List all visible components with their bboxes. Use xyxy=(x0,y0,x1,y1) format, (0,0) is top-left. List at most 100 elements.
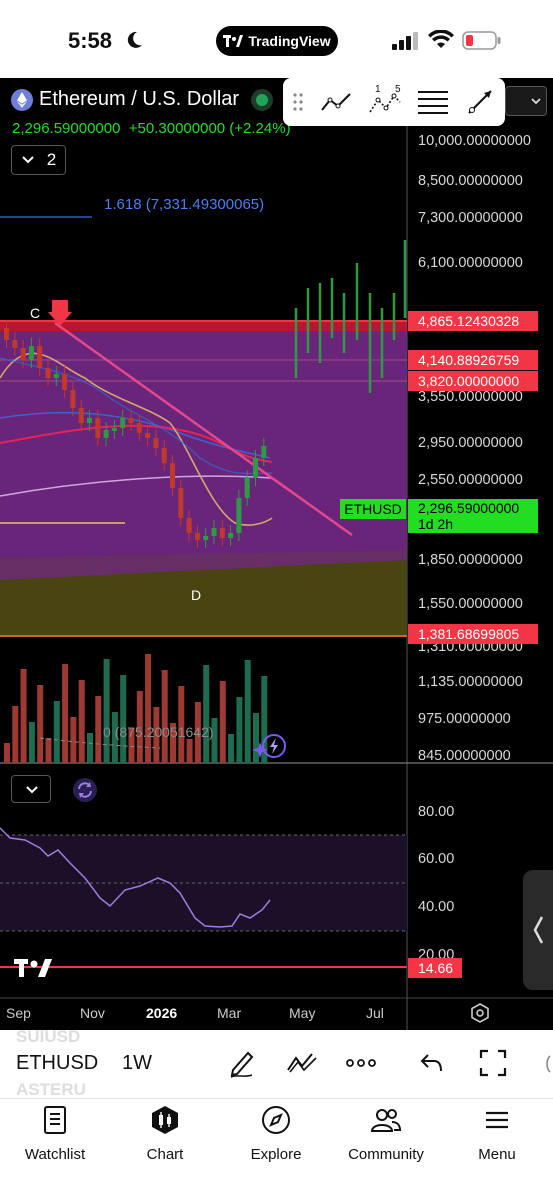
indicators-icon[interactable] xyxy=(286,1050,318,1076)
chart-area[interactable]: Ethereum / U.S. Dollar 2,296.59000000 +5… xyxy=(0,78,553,1030)
tab-label: Explore xyxy=(250,1146,302,1163)
price-axis-label: 845.00000000 xyxy=(418,748,511,764)
projection-bars xyxy=(294,240,407,393)
candle-body xyxy=(53,374,59,378)
volume-bar xyxy=(203,665,210,763)
wifi-icon xyxy=(428,30,454,48)
volume-bar xyxy=(153,707,160,763)
sync-icon[interactable] xyxy=(72,777,98,803)
pencil-icon[interactable] xyxy=(228,1048,256,1078)
time-axis-label: Nov xyxy=(80,1005,105,1021)
side-panel-handle[interactable] xyxy=(523,870,553,990)
candle-body xyxy=(186,518,192,533)
candle-body xyxy=(103,430,109,438)
partial-icon[interactable] xyxy=(540,1054,553,1074)
tradingview-logo-icon xyxy=(223,35,244,47)
candle-body xyxy=(28,346,34,360)
fullscreen-icon[interactable] xyxy=(479,1049,507,1077)
candle-body xyxy=(20,348,26,360)
tab-chart[interactable]: Chart xyxy=(110,1105,220,1163)
volume-bar xyxy=(87,733,93,763)
candle-body xyxy=(78,408,84,423)
price-axis-label: 2,550.00000000 xyxy=(418,472,523,488)
price-axis-label: 1,135.00000000 xyxy=(418,674,523,690)
tab-watchlist[interactable]: Watchlist xyxy=(0,1105,110,1163)
candle-body xyxy=(194,533,200,540)
oscillator-collapse-button[interactable] xyxy=(11,775,51,803)
candle-body xyxy=(228,533,234,538)
drag-handle-icon[interactable] xyxy=(293,92,303,112)
tab-bar: Watchlist Chart Explore Community Menu xyxy=(0,1098,553,1201)
tab-menu[interactable]: Menu xyxy=(442,1105,552,1163)
indicator-collapse-button[interactable]: 2 xyxy=(11,145,66,175)
candle-body xyxy=(37,346,43,368)
volume-bar xyxy=(170,723,176,763)
candlestick-series xyxy=(4,320,267,548)
tab-community[interactable]: Community xyxy=(331,1105,441,1163)
volume-bar xyxy=(261,676,268,763)
candle-body xyxy=(161,448,167,463)
settings-hexagon-icon[interactable] xyxy=(470,1003,490,1023)
candle-body xyxy=(253,458,258,478)
menu-icon xyxy=(486,1111,508,1129)
volume-bar xyxy=(211,718,218,763)
volume-bar xyxy=(20,669,27,763)
time-axis-label: Sep xyxy=(6,1005,31,1021)
volume-bar xyxy=(78,680,85,763)
price-tag-level1[interactable]: 4,865.12430328 xyxy=(408,311,538,331)
price-change-line: 2,296.59000000 +50.30000000 (+2.24%) xyxy=(12,120,291,137)
tab-label: Community xyxy=(348,1146,424,1163)
tab-label: Watchlist xyxy=(24,1146,86,1163)
collapse-count: 2 xyxy=(46,150,57,169)
volume-bar xyxy=(178,686,185,763)
volume-bar xyxy=(136,691,143,763)
symbol-selector[interactable]: ETHUSD xyxy=(16,1052,99,1074)
candle-body xyxy=(244,478,250,498)
undo-icon[interactable] xyxy=(420,1052,444,1074)
symbol-header[interactable]: Ethereum / U.S. Dollar xyxy=(11,88,239,111)
status-bar: 5:58 TradingView xyxy=(0,0,553,78)
candle-body xyxy=(120,418,126,428)
volume-bar xyxy=(236,697,243,763)
candle-body xyxy=(170,463,175,488)
tab-label: Chart xyxy=(146,1146,184,1163)
trend-line-tool-icon[interactable] xyxy=(320,88,354,116)
chart-canvas[interactable] xyxy=(0,78,553,1030)
wave-label-d: D xyxy=(191,587,202,603)
chevron-left-icon xyxy=(533,916,544,944)
chart-bottom-toolbar: SUIUSD ETHUSD ASTERU 1W xyxy=(0,1027,553,1099)
tradingview-logo-icon[interactable] xyxy=(14,958,54,978)
time-axis-label: Jul xyxy=(366,1005,384,1021)
symbol-price-tag: ETHUSD xyxy=(340,499,406,519)
tab-explore[interactable]: Explore xyxy=(221,1105,331,1163)
oscillator-axis-label: 80.00 xyxy=(418,804,455,820)
ray-tool-icon[interactable] xyxy=(464,86,496,118)
candle-body xyxy=(12,340,18,348)
volume-bar xyxy=(120,675,127,763)
current-price-tag[interactable]: 2,296.59000000 1d 2h xyxy=(408,499,538,533)
candle-body xyxy=(153,438,159,448)
interval-selector[interactable]: 1W xyxy=(122,1052,152,1074)
clock: 5:58 xyxy=(68,28,113,53)
interval-dropdown[interactable] xyxy=(505,86,547,116)
market-status-icon xyxy=(251,89,273,111)
oscillator-axis-label: 40.00 xyxy=(418,899,455,915)
candle-body xyxy=(203,536,209,540)
price-tag-level4[interactable]: 1,381.68699805 xyxy=(408,624,538,644)
volume-bar xyxy=(219,681,226,763)
more-icon[interactable] xyxy=(346,1058,376,1068)
price-axis-label: 1,550.00000000 xyxy=(418,596,523,612)
chart-icon xyxy=(152,1106,178,1134)
price-tag-level3[interactable]: 3,820.00000000 xyxy=(408,371,538,391)
candle-body xyxy=(211,528,217,536)
price-axis-label: 2,950.00000000 xyxy=(418,435,523,451)
app-badge-label: TradingView xyxy=(248,33,331,49)
price-tag-level2[interactable]: 4,140.88926759 xyxy=(408,350,538,370)
app-badge[interactable]: TradingView xyxy=(216,26,338,56)
time-axis-label: Mar xyxy=(217,1005,242,1021)
battery-icon xyxy=(462,31,501,50)
sparkle-icon[interactable] xyxy=(250,734,286,762)
fib-tool-icon[interactable] xyxy=(416,88,450,116)
